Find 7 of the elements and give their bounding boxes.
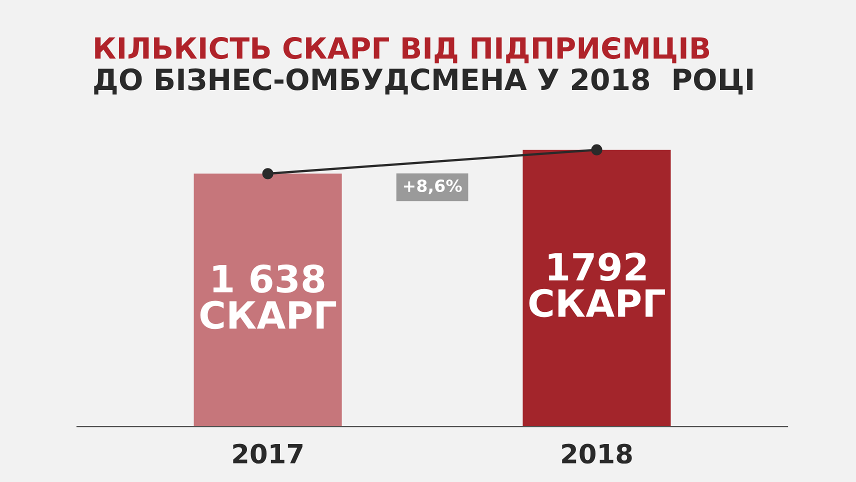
x-tick-label: 2018 bbox=[562, 444, 632, 464]
data-label: 1792 СКАРГ bbox=[529, 252, 666, 318]
annotation: +8,6% bbox=[404, 179, 462, 194]
data-label: 1 638 СКАРГ bbox=[200, 264, 336, 330]
chart-title: КІЛЬКІСТЬ СКАРГ ВІД ПІДПРИЄМЦІВ bbox=[95, 37, 710, 64]
chart-subtitle: ДО БІЗНЕС-ОМБУДСМЕНА У 2018 РОЦІ bbox=[94, 68, 753, 95]
x-tick-label: 2017 bbox=[233, 444, 302, 464]
